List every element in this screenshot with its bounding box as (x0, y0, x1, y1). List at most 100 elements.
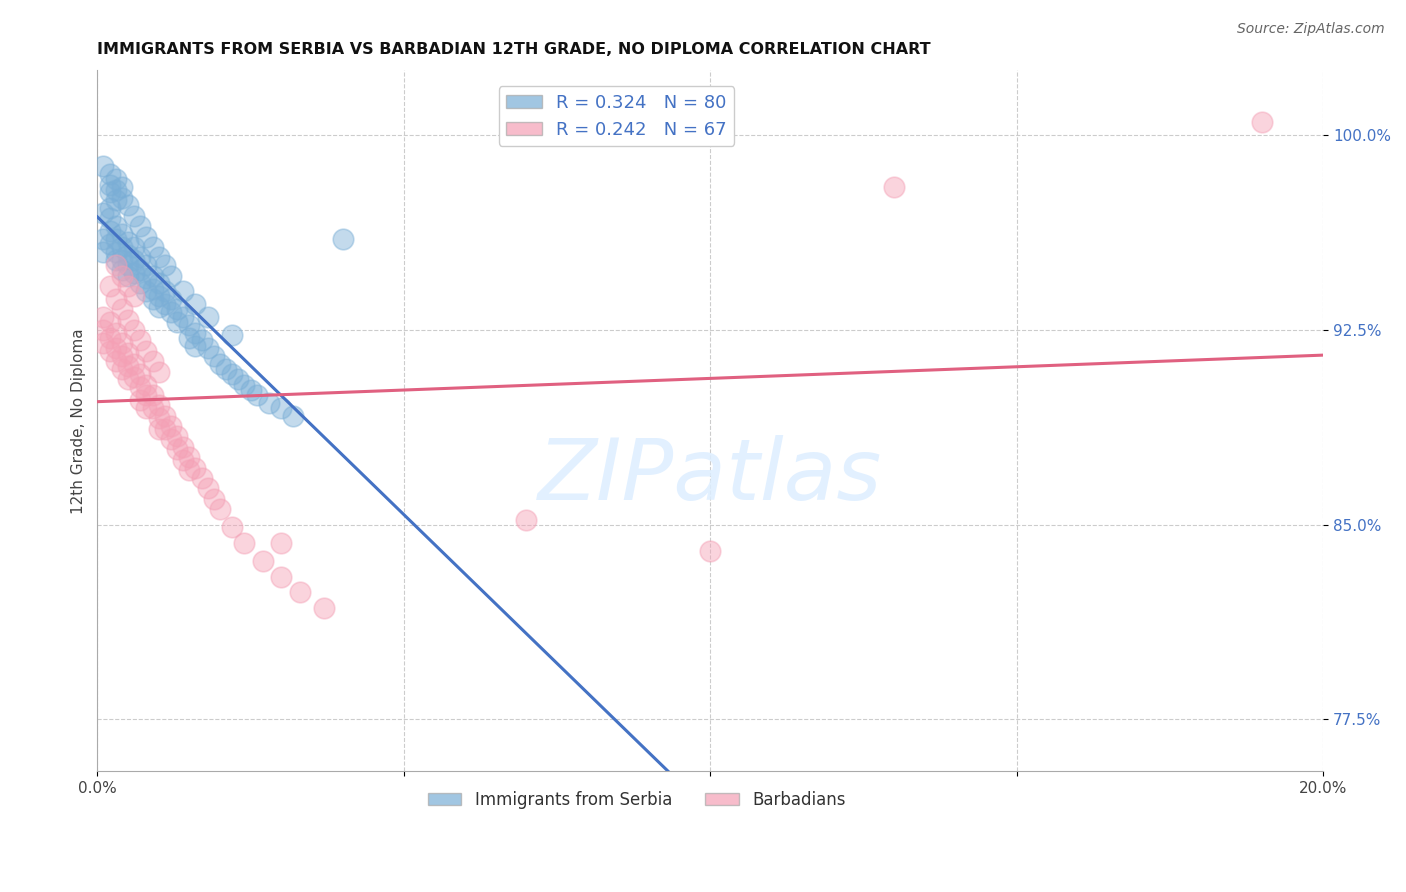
Point (190, 334, 212, 348)
Point (93, 310, 115, 324)
Point (122, 209, 145, 223)
Point (270, 401, 292, 415)
Point (208, 357, 231, 371)
Point (228, 372, 250, 386)
Point (122, 289, 145, 303)
Point (111, 268, 134, 283)
Point (93, 160, 115, 174)
Point (148, 277, 170, 291)
Point (104, 219, 127, 234)
Point (129, 334, 152, 348)
Point (98, 186, 121, 200)
Point (221, 520, 243, 534)
Point (104, 232, 127, 246)
Point (104, 193, 127, 207)
Point (104, 292, 127, 306)
Point (129, 367, 152, 381)
Point (111, 336, 134, 351)
Point (98, 178, 121, 192)
Point (179, 318, 201, 332)
Point (129, 219, 152, 234)
Point (215, 362, 238, 376)
Point (172, 284, 194, 298)
Point (135, 388, 157, 402)
Point (129, 380, 152, 394)
Point (117, 198, 139, 212)
Point (202, 491, 225, 506)
Point (179, 331, 201, 345)
Point (197, 310, 219, 324)
Point (160, 292, 183, 306)
Point (111, 362, 134, 376)
Point (117, 372, 139, 386)
Point (104, 258, 127, 272)
Point (270, 569, 292, 583)
Point (93, 206, 115, 220)
Point (104, 341, 127, 355)
Point (129, 393, 152, 408)
Point (98, 201, 121, 215)
Point (166, 442, 188, 457)
Point (141, 388, 163, 402)
Point (122, 240, 145, 254)
Point (332, 232, 354, 246)
Point (111, 263, 134, 277)
Legend: Immigrants from Serbia, Barbadians: Immigrants from Serbia, Barbadians (422, 784, 852, 815)
Point (93, 336, 115, 351)
Point (129, 251, 152, 265)
Point (184, 338, 207, 352)
Point (135, 377, 157, 392)
Point (166, 302, 188, 317)
Point (93, 232, 115, 246)
Point (98, 224, 121, 238)
Point (111, 240, 134, 254)
Point (117, 248, 139, 262)
Point (117, 312, 139, 326)
Point (233, 377, 256, 392)
Point (104, 183, 127, 197)
Point (221, 367, 243, 381)
Point (239, 383, 262, 397)
Point (111, 180, 134, 194)
Point (104, 326, 127, 340)
Point (98, 279, 121, 293)
Point (98, 211, 121, 226)
Point (117, 279, 139, 293)
Point (117, 235, 139, 249)
Point (153, 297, 176, 311)
Point (104, 252, 127, 267)
Point (197, 482, 219, 496)
Point (184, 326, 207, 340)
Point (197, 341, 219, 355)
Point (117, 268, 139, 283)
Point (246, 388, 269, 402)
Point (104, 245, 127, 260)
Point (141, 281, 163, 295)
Point (160, 268, 183, 283)
Point (98, 343, 121, 358)
Point (122, 369, 145, 384)
Point (98, 331, 121, 345)
Point (288, 585, 311, 599)
Point (129, 277, 152, 291)
Point (98, 315, 121, 329)
Point (111, 302, 134, 317)
Point (153, 422, 176, 436)
Point (141, 401, 163, 415)
Point (111, 252, 134, 267)
Point (166, 429, 188, 443)
Point (270, 536, 292, 550)
Point (148, 398, 170, 412)
Text: IMMIGRANTS FROM SERBIA VS BARBADIAN 12TH GRADE, NO DIPLOMA CORRELATION CHART: IMMIGRANTS FROM SERBIA VS BARBADIAN 12TH… (97, 42, 931, 57)
Point (148, 422, 170, 436)
Point (117, 258, 139, 272)
Text: Source: ZipAtlas.com: Source: ZipAtlas.com (1237, 22, 1385, 37)
Point (148, 289, 170, 303)
Y-axis label: 12th Grade, No Diploma: 12th Grade, No Diploma (72, 328, 86, 514)
Point (141, 240, 163, 254)
Point (111, 349, 134, 363)
Point (153, 284, 176, 298)
Point (252, 554, 274, 568)
Point (179, 450, 201, 465)
Point (172, 310, 194, 324)
